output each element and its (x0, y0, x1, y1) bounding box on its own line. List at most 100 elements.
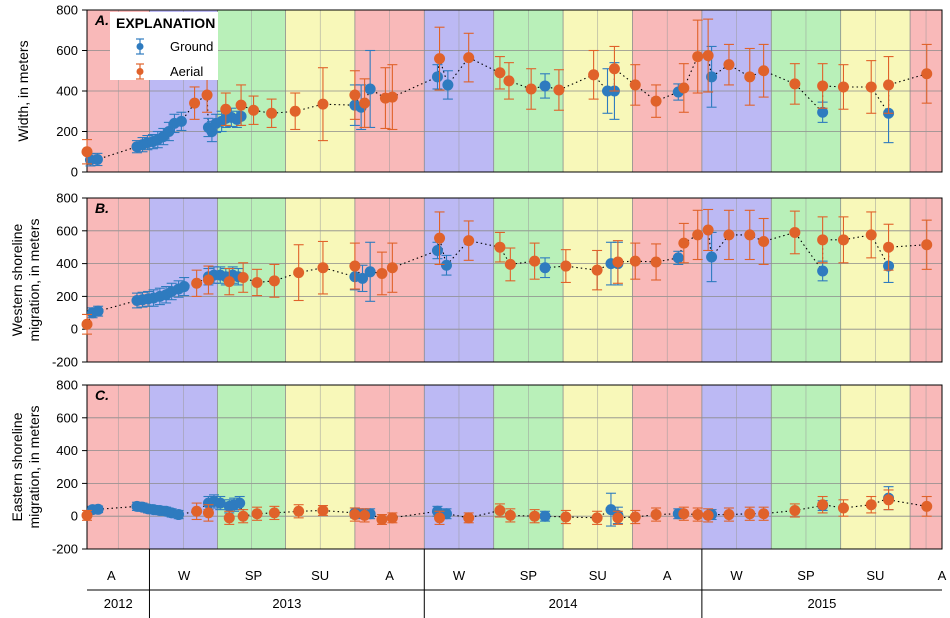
data-point (789, 63, 801, 105)
marker (376, 267, 388, 279)
data-point (539, 73, 551, 99)
marker (248, 104, 260, 116)
data-point (163, 121, 175, 142)
data-point (220, 92, 232, 126)
data-point (883, 489, 895, 511)
y-tick-label: 200 (56, 289, 78, 304)
y-tick-label: 400 (56, 84, 78, 99)
marker (201, 89, 213, 101)
data-point (744, 209, 756, 261)
marker (817, 499, 829, 511)
marker (692, 51, 704, 63)
data-point (349, 70, 361, 120)
y-tick-label: 0 (71, 165, 78, 180)
data-point (865, 60, 877, 114)
panel-letter: B. (95, 200, 109, 216)
marker (220, 103, 232, 115)
marker (837, 234, 849, 246)
marker (268, 507, 280, 519)
data-point (650, 84, 662, 118)
series-aerial (81, 208, 933, 335)
data-point (359, 508, 371, 523)
marker (386, 512, 398, 524)
marker (431, 244, 443, 256)
year-label: 2014 (549, 596, 578, 611)
data-point (629, 242, 641, 280)
marker (789, 504, 801, 516)
y-tick-label: 600 (56, 223, 78, 238)
marker (612, 512, 624, 524)
marker (608, 63, 620, 75)
marker (744, 71, 756, 83)
data-point (921, 495, 933, 517)
marker (251, 276, 263, 288)
data-point (191, 502, 203, 521)
marker (744, 229, 756, 241)
marker (81, 509, 93, 521)
marker (591, 264, 603, 276)
data-point (175, 111, 187, 132)
data-point (553, 69, 565, 111)
marker (723, 59, 735, 71)
marker (702, 509, 714, 521)
data-point (837, 216, 849, 264)
data-point (191, 269, 203, 297)
marker (364, 83, 376, 95)
data-point (702, 208, 714, 252)
data-point (386, 512, 398, 524)
marker (921, 239, 933, 251)
data-point (650, 507, 662, 522)
marker (837, 81, 849, 93)
marker (591, 512, 603, 524)
season-label: A (107, 568, 116, 583)
data-point (293, 244, 305, 302)
marker (463, 512, 475, 524)
season-label: A (385, 568, 394, 583)
legend-aerial-marker (136, 63, 144, 80)
data-point (440, 254, 452, 276)
data-point (349, 242, 361, 290)
data-point (293, 504, 305, 519)
marker (865, 229, 877, 241)
data-point (223, 510, 235, 525)
season-label: W (453, 568, 466, 583)
data-point (463, 512, 475, 524)
data-point (317, 240, 329, 295)
marker (539, 262, 551, 274)
data-point (364, 49, 376, 128)
marker (650, 256, 662, 268)
marker (359, 509, 371, 521)
season-label: W (730, 568, 743, 583)
data-point (237, 509, 249, 524)
marker (692, 229, 704, 241)
data-point (758, 43, 770, 98)
marker (702, 50, 714, 62)
data-point (837, 64, 849, 110)
data-point (744, 506, 756, 521)
marker (678, 82, 690, 94)
marker (789, 78, 801, 90)
y-tick-label: 800 (56, 3, 78, 18)
data-point (81, 313, 93, 335)
data-point (268, 505, 280, 521)
marker (921, 68, 933, 80)
data-point (883, 223, 895, 271)
marker (359, 97, 371, 109)
marker (234, 497, 246, 509)
season-label: SU (311, 568, 329, 583)
data-point (376, 251, 388, 296)
y-axis-label: Width, in meters (15, 40, 31, 141)
marker (817, 265, 829, 277)
data-point (251, 506, 263, 521)
y-tick-label: 600 (56, 410, 78, 425)
marker (463, 235, 475, 247)
marker (202, 507, 214, 519)
marker (92, 503, 104, 515)
data-point (744, 47, 756, 106)
data-point (525, 68, 537, 110)
data-point (235, 84, 247, 126)
plot-frame (86, 384, 943, 550)
marker (504, 509, 516, 521)
marker (289, 105, 301, 117)
data-point (865, 495, 877, 514)
